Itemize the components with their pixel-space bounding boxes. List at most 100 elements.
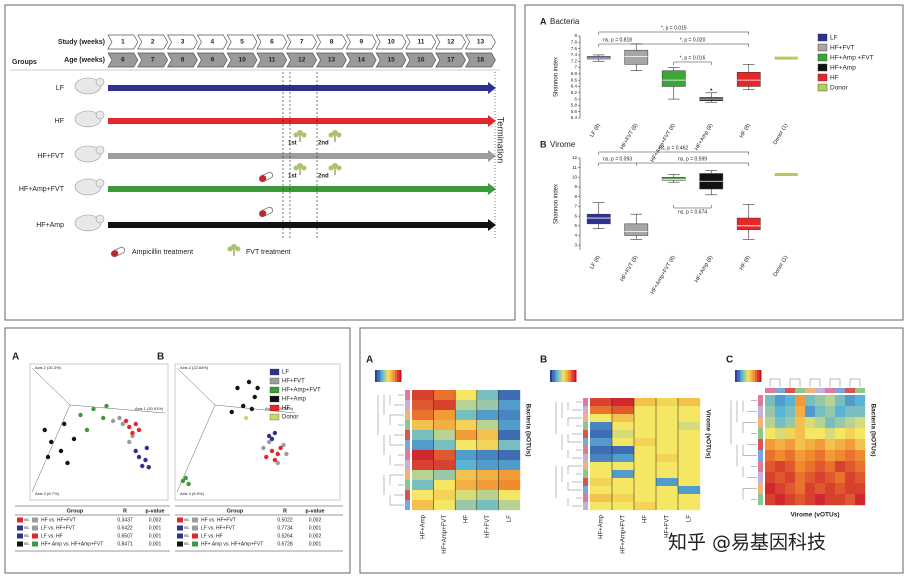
heatmap-cell (590, 462, 613, 471)
legend-label: Donor (282, 415, 298, 421)
heatmap-cell (412, 430, 434, 441)
heatmap-cell (845, 483, 856, 495)
legend-swatch (817, 73, 828, 82)
y-tick-label: 6.2 (571, 90, 578, 95)
column-annotation (785, 388, 795, 393)
week-label: 6 (121, 57, 125, 64)
significance-label: ns, p = 0.818 (603, 37, 632, 43)
point (133, 421, 138, 427)
legend-label: HF+Amp (830, 65, 856, 72)
point (246, 379, 252, 385)
week-chevron (315, 34, 347, 50)
heatmap-cell (805, 417, 816, 429)
y-tick-label: 7.6 (571, 46, 578, 51)
heatmap-cell (835, 395, 846, 407)
panel-title: Bacteria (550, 17, 580, 26)
color-key (558, 370, 562, 382)
legend-label: HF (282, 406, 290, 412)
heatmap-cell (455, 500, 477, 511)
heatmap-cell (455, 390, 477, 401)
heatmap-cell (612, 406, 635, 415)
heatmap-cell (765, 417, 776, 429)
heatmap-cell (835, 494, 846, 506)
row-annotation (405, 400, 410, 410)
heatmap-cell (634, 462, 657, 471)
group-label: HF (55, 118, 64, 125)
legend-swatch (269, 413, 280, 421)
heatmap-cell (656, 398, 679, 407)
heatmap-cell (825, 472, 836, 484)
group-label: HF+Amp (36, 222, 64, 229)
heatmap-cell (855, 450, 866, 462)
heatmap-cell (845, 450, 856, 462)
row-key: vs. (184, 541, 190, 546)
heatmap-cell (815, 472, 826, 484)
point (84, 427, 90, 433)
heatmap-cell (634, 470, 657, 479)
heatmap-cell (476, 400, 499, 411)
point (266, 433, 272, 439)
row-annotation (758, 494, 763, 505)
y-tick-label: 8 (574, 33, 577, 38)
heatmap-cell (476, 440, 499, 451)
heatmap-cell (765, 450, 776, 462)
heatmap-cell (795, 395, 806, 407)
legend-swatch (269, 386, 280, 394)
heatmap-cell (855, 439, 866, 451)
color-key (379, 370, 382, 382)
heatmap-cell (855, 406, 866, 418)
mouse-icon (95, 178, 105, 188)
point (281, 442, 286, 448)
color-key (567, 370, 570, 382)
week-label: 15 (387, 57, 395, 64)
column-annotation (835, 388, 845, 393)
heatmap-cell (678, 454, 701, 463)
heatmap-cell (612, 494, 635, 503)
point (235, 385, 240, 391)
fvt-icon (336, 165, 342, 171)
y-tick-label: 6.6 (571, 77, 578, 82)
heatmap-cell (795, 406, 806, 418)
pcoa-axis (31, 367, 71, 406)
significance-label: ns, p = 0.093 (603, 156, 632, 162)
point (180, 478, 186, 484)
heatmap-cell (590, 422, 613, 431)
heatmap-cell (815, 494, 826, 506)
color-key (386, 370, 389, 382)
heatmap-cell (656, 446, 679, 455)
week-label: 2 (151, 39, 155, 46)
column-label: HF+FVT (665, 515, 671, 538)
heatmap-cell (825, 428, 836, 440)
row-key: vs. (184, 525, 190, 530)
week-chevron (345, 34, 377, 50)
panel-label: B (540, 355, 547, 366)
heatmap-cell (795, 483, 806, 495)
color-key (569, 370, 573, 382)
row-key: vs. (24, 517, 30, 522)
legend-label: HF+Amp (282, 397, 307, 403)
heatmap-cell (825, 417, 836, 429)
point (104, 403, 109, 409)
heatmap-cell (498, 490, 521, 501)
heatmap-cell (612, 454, 635, 463)
group-arrow-head (488, 219, 496, 231)
table-header: R (123, 508, 127, 514)
heatmap-cell (656, 454, 679, 463)
row-label: Age (weeks) (64, 57, 105, 64)
row-p: 0.001 (149, 541, 162, 547)
heatmap-cell (634, 494, 657, 503)
heatmap-cell (590, 478, 613, 487)
panel-frame (4, 4, 516, 321)
group-arrow-head (488, 82, 496, 94)
heatmap-cell (785, 450, 796, 462)
heatmap-cell (656, 494, 679, 503)
heatmap-cell (476, 500, 499, 511)
heatmap-cell (805, 483, 816, 495)
heatmap-cell (855, 461, 866, 473)
week-label: 1 (121, 39, 125, 46)
heatmap-cell (498, 430, 521, 441)
point (272, 430, 278, 436)
y-tick-label: 4 (574, 233, 577, 238)
heatmap-cell (815, 450, 826, 462)
color-key (754, 370, 758, 382)
